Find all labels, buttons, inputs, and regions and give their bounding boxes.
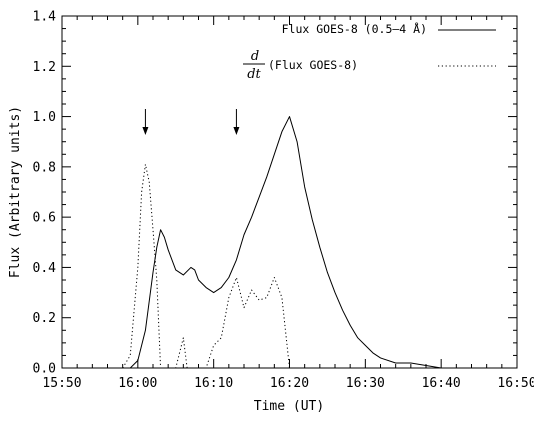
y-tick-label: 0.0 <box>33 362 56 377</box>
x-tick-label: 16:00 <box>118 376 157 391</box>
y-tick-label: 0.8 <box>33 160 56 175</box>
y-axis-title: Flux (Arbitrary units) <box>8 106 23 278</box>
event-arrow-head <box>142 127 149 135</box>
x-axis-title: Time (UT) <box>254 399 324 414</box>
x-tick-label: 16:50 <box>497 376 534 391</box>
y-tick-label: 0.4 <box>33 261 57 276</box>
y-tick-label: 0.2 <box>33 311 56 326</box>
x-tick-label: 16:20 <box>270 376 309 391</box>
legend-derivative-denominator: dt <box>247 67 261 82</box>
legend-derivative-numerator: d <box>251 49 259 64</box>
tick-labels: 15:50 16:00 16:10 16:20 16:30 16:40 16:50 0.0 0.… <box>33 10 534 392</box>
legend-label-derivative: (Flux GOES-8) <box>268 58 358 72</box>
legend: Flux GOES-8 (0.5–4 Å) d dt (Flux GOES-8) <box>243 21 496 82</box>
x-tick-label: 16:40 <box>422 376 461 391</box>
arrows <box>142 109 240 135</box>
series-line-derivative <box>122 163 290 369</box>
series-line-flux <box>62 116 517 369</box>
x-tick-label: 16:10 <box>194 376 233 391</box>
x-tick-label: 16:30 <box>346 376 385 391</box>
event-arrow-head <box>233 127 240 135</box>
y-tick-label: 1.2 <box>33 60 56 75</box>
ticks <box>61 15 518 369</box>
x-tick-label: 15:50 <box>42 376 81 391</box>
y-tick-label: 0.6 <box>33 211 56 226</box>
y-tick-label: 1.4 <box>33 10 57 25</box>
y-tick-label: 1.0 <box>33 110 56 125</box>
legend-label-flux: Flux GOES-8 (0.5–4 Å) <box>282 21 427 36</box>
series-layer <box>62 116 517 369</box>
